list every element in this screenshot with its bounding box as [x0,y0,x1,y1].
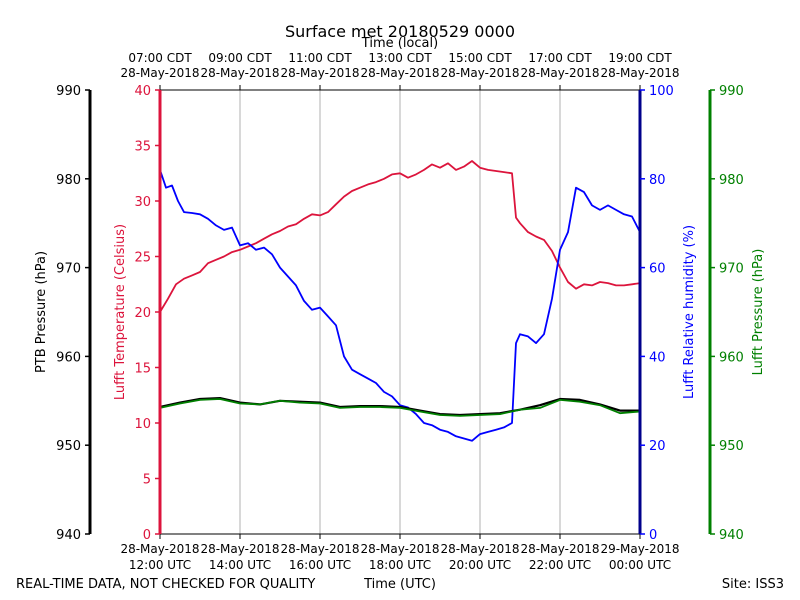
top-tick-time: 07:00 CDT [128,51,192,65]
ptb-tick-label: 950 [56,439,81,454]
bottom-tick-date: 28-May-2018 [360,542,439,556]
ptb-axis-title: PTB Pressure (hPa) [34,251,49,373]
top-tick-date: 28-May-2018 [440,66,519,80]
series-line-lufft_p [159,398,641,417]
temp-tick-label: 5 [143,473,151,488]
top-tick-date: 28-May-2018 [280,66,359,80]
top-tick-time: 09:00 CDT [208,51,272,65]
series-layer [159,160,641,442]
rh-tick-label: 0 [649,528,657,543]
temp-tick-label: 25 [134,251,151,266]
bottom-tick-time: 14:00 UTC [209,558,271,572]
x-axis-title: Time (UTC) [363,577,436,592]
site-label: Site: ISS3 [722,577,784,592]
top-tick-time: 17:00 CDT [528,51,592,65]
temp-tick-label: 10 [134,417,151,432]
bottom-tick-time: 12:00 UTC [129,558,191,572]
axes-layer: 28-May-2018 12:00 UTC 28-May-2018 14:00 UTC… [56,51,744,572]
temp-tick-label: 35 [134,140,151,155]
bottom-tick-date: 28-May-2018 [120,542,199,556]
rh-tick-label: 100 [649,84,674,99]
bottom-tick-date: 28-May-2018 [200,542,279,556]
bottom-tick-date: 28-May-2018 [440,542,519,556]
lufft_p-tick-label: 990 [719,84,744,99]
series-line-rh [159,169,641,442]
top-tick-date: 28-May-2018 [520,66,599,80]
bottom-tick-time: 16:00 UTC [289,558,351,572]
bottom-tick-date: 29-May-2018 [600,542,679,556]
top-tick-time: 15:00 CDT [448,51,512,65]
temp-tick-label: 0 [143,528,151,543]
lufft_p-tick-label: 960 [719,350,744,365]
lufft_p-tick-label: 980 [719,173,744,188]
top-tick-time: 11:00 CDT [288,51,352,65]
quality-disclaimer: REAL-TIME DATA, NOT CHECKED FOR QUALITY [16,577,315,592]
lufft_p-tick-label: 970 [719,262,744,277]
temp-axis-title: Lufft Temperature (Celsius) [113,224,128,400]
chart-title: Surface met 20180529 0000 [285,22,515,41]
temp-tick-label: 30 [134,195,151,210]
ptb-tick-label: 990 [56,84,81,99]
bottom-tick-time: 18:00 UTC [369,558,431,572]
ptb-tick-label: 960 [56,350,81,365]
gridlines [239,90,561,534]
rh-tick-label: 60 [649,262,666,277]
ptb-tick-label: 980 [56,173,81,188]
bottom-tick-time: 00:00 UTC [609,558,671,572]
top-tick-time: 19:00 CDT [608,51,672,65]
rh-tick-label: 20 [649,439,666,454]
top-tick-time: 13:00 CDT [368,51,432,65]
rh-axis-title: Lufft Relative humidity (%) [682,225,697,399]
lufft_p-tick-label: 950 [719,439,744,454]
top-axis-label: Time (local) [361,36,438,51]
bottom-tick-date: 28-May-2018 [520,542,599,556]
ptb-tick-label: 940 [56,528,81,543]
bottom-tick-time: 20:00 UTC [449,558,511,572]
top-tick-date: 28-May-2018 [600,66,679,80]
top-tick-date: 28-May-2018 [360,66,439,80]
ptb-tick-label: 970 [56,262,81,277]
bottom-tick-date: 28-May-2018 [280,542,359,556]
series-line-temp [159,160,641,313]
top-tick-date: 28-May-2018 [200,66,279,80]
top-tick-date: 28-May-2018 [120,66,199,80]
temp-tick-label: 40 [134,84,151,99]
temp-tick-label: 15 [134,362,151,377]
lufft-pressure-axis-title: Lufft Pressure (hPa) [751,249,766,376]
bottom-tick-time: 22:00 UTC [529,558,591,572]
lufft_p-tick-label: 940 [719,528,744,543]
rh-tick-label: 80 [649,173,666,188]
rh-tick-label: 40 [649,350,666,365]
temp-tick-label: 20 [134,306,151,321]
